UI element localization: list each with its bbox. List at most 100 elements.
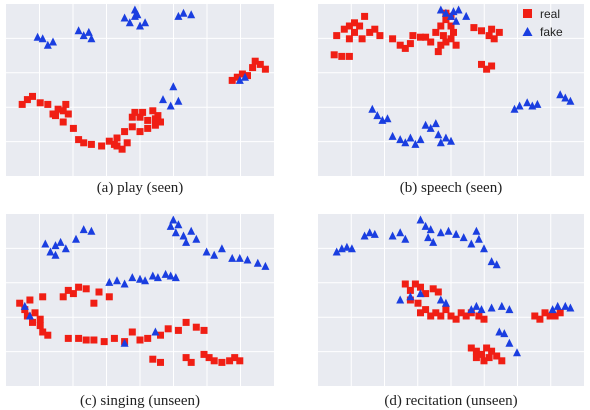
- fake-point: [133, 10, 142, 19]
- real-point: [427, 312, 435, 320]
- real-point: [541, 309, 549, 317]
- real-point: [488, 25, 496, 33]
- fake-point: [84, 27, 93, 36]
- fake-point: [87, 34, 96, 43]
- fake-point: [253, 258, 262, 267]
- real-point: [361, 12, 369, 20]
- real-point: [205, 354, 213, 362]
- fake-point: [368, 104, 377, 113]
- real-point: [44, 100, 52, 108]
- fake-point: [416, 215, 425, 224]
- panels: (a) play (seen) (b) speech (seen) (c) sing…: [6, 4, 584, 409]
- real-point: [401, 280, 409, 288]
- real-point: [442, 16, 450, 24]
- real-point: [434, 288, 442, 296]
- fake-point: [87, 226, 96, 235]
- real-point: [144, 116, 152, 124]
- legend-fake-marker: [522, 27, 533, 36]
- real-point: [87, 140, 95, 148]
- fake-point: [61, 244, 70, 253]
- fake-point: [136, 274, 144, 283]
- fake-point: [169, 82, 178, 91]
- fake-point: [467, 305, 476, 314]
- real-point: [475, 312, 483, 320]
- real-point: [64, 334, 72, 342]
- real-point: [98, 142, 106, 150]
- real-point: [488, 62, 496, 70]
- fake-point: [396, 135, 405, 144]
- real-point: [123, 139, 131, 147]
- fake-point: [148, 271, 157, 280]
- panel-caption: (d) recitation (unseen): [384, 393, 517, 409]
- panel-caption: (c) singing (unseen): [80, 393, 200, 409]
- real-point: [174, 326, 182, 334]
- panel-singing: (c) singing (unseen): [6, 214, 274, 409]
- fake-point: [179, 8, 188, 17]
- fake-point: [113, 276, 121, 285]
- fake-point: [79, 225, 88, 234]
- real-point: [16, 299, 24, 307]
- fake-point: [421, 221, 430, 230]
- panel-play: (a) play (seen): [6, 4, 274, 196]
- real-point: [442, 306, 450, 314]
- fake-point: [500, 329, 509, 338]
- fake-point: [406, 292, 415, 301]
- fake-point: [136, 21, 144, 30]
- real-point: [131, 108, 139, 116]
- fake-point: [41, 239, 50, 248]
- fake-point: [396, 228, 405, 237]
- fake-point: [187, 10, 196, 19]
- fake-point: [426, 123, 435, 132]
- real-point: [470, 24, 478, 32]
- real-point: [439, 32, 447, 40]
- fake-point: [467, 239, 476, 248]
- fake-point: [161, 269, 170, 278]
- fake-point: [444, 226, 453, 235]
- fake-point: [74, 26, 83, 35]
- panel-recitation: (d) recitation (unseen): [318, 214, 584, 409]
- real-point: [128, 113, 136, 121]
- real-point: [151, 121, 159, 129]
- fake-point: [411, 139, 420, 148]
- real-point: [432, 309, 440, 317]
- fake-point: [159, 95, 167, 104]
- real-point: [59, 107, 67, 115]
- fake-point: [342, 242, 351, 251]
- fake-point: [243, 255, 252, 264]
- fake-point: [33, 32, 42, 41]
- real-point: [18, 100, 26, 108]
- fake-point: [38, 34, 47, 43]
- real-point: [62, 100, 70, 108]
- real-point: [136, 128, 144, 136]
- real-point: [113, 134, 121, 142]
- fake-point: [492, 260, 501, 269]
- real-point: [406, 40, 414, 48]
- real-point: [29, 92, 36, 100]
- fake-point: [523, 98, 532, 107]
- fake-point: [166, 101, 175, 110]
- real-point: [210, 357, 218, 365]
- fake-point: [49, 37, 57, 46]
- real-point: [236, 357, 244, 365]
- fake-point: [401, 234, 410, 243]
- fake-point: [202, 247, 211, 256]
- fake-point: [426, 225, 435, 234]
- fake-point: [153, 273, 162, 282]
- real-point: [82, 336, 90, 344]
- fake-point: [210, 250, 219, 259]
- fake-point: [388, 231, 397, 240]
- real-point: [556, 309, 564, 317]
- fake-point: [441, 133, 450, 142]
- fake-point: [566, 96, 575, 105]
- real-point: [52, 112, 59, 120]
- real-point: [495, 28, 503, 36]
- real-point: [149, 107, 157, 115]
- real-point: [105, 293, 113, 301]
- real-point: [480, 315, 488, 323]
- fake-point: [401, 138, 410, 147]
- real-point: [447, 35, 455, 43]
- real-point: [59, 293, 67, 301]
- real-point: [39, 328, 47, 336]
- real-point: [414, 299, 422, 307]
- legend: real fake: [522, 7, 563, 39]
